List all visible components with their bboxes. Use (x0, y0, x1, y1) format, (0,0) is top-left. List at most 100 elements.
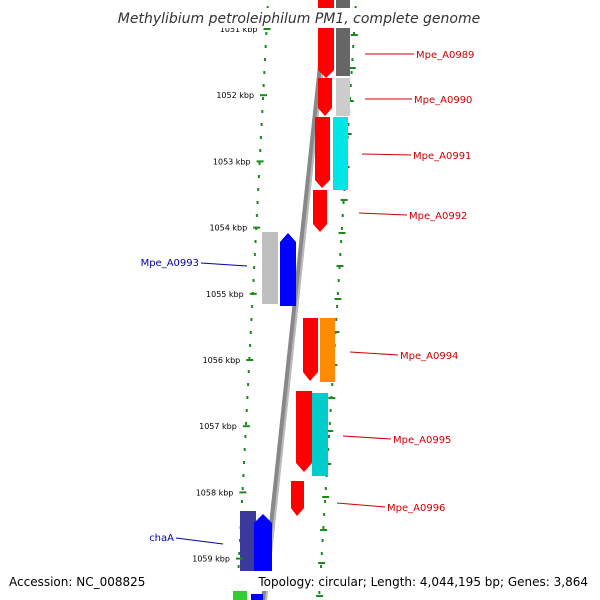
gene-arrow-mpe-a0992[interactable] (313, 190, 327, 232)
gene-label-mpe-a0993[interactable]: Mpe_A0993 (141, 258, 199, 269)
gene-arrow-mpe-a0990[interactable] (318, 78, 332, 116)
left-dotted-track-dot (257, 188, 260, 191)
gene-label-mpe-a0992[interactable]: Mpe_A0992 (409, 211, 467, 222)
footer-backing (5, 571, 595, 591)
gene-label-mpe-a0996[interactable]: Mpe_A0996 (387, 503, 445, 514)
right-dotted-track-dot (322, 526, 325, 529)
gene-block-blue-bottom[interactable] (251, 594, 263, 600)
right-dotted-track-dot (328, 422, 331, 425)
left-dotted-track-dot (238, 552, 241, 555)
right-dotted-track-dot (321, 539, 324, 542)
right-dotted-track-dot (340, 227, 343, 230)
kbp-scale: 1051 kbp 1052 kbp 1053 kbp 1054 kbp 1055 kbp… (192, 25, 271, 564)
left-dotted-track-dot (253, 266, 256, 269)
left-dotted-track-dot (259, 136, 262, 139)
right-dotted-track-dot (336, 292, 339, 295)
gene-block-mpe-a0991-cyan[interactable] (333, 117, 348, 190)
left-dotted-track-dot (263, 58, 266, 61)
left-dotted-track-dot (242, 474, 245, 477)
left-dotted-track-dot (243, 461, 246, 464)
right-dotted-track-dot (329, 409, 332, 412)
left-dotted-track-dot (252, 279, 255, 282)
right-dotted-track-dot (353, 32, 356, 35)
gene-block-chaa-navy[interactable] (240, 511, 256, 587)
kbp-label: 1051 kbp (220, 25, 258, 34)
left-dotted-track-dot (265, 32, 268, 35)
right-dotted-track-dot (349, 84, 352, 87)
right-dotted-track-dot (350, 71, 353, 74)
gene-block-mpe-a0994-orange[interactable] (320, 318, 335, 382)
right-dotted-track-dot (336, 305, 339, 308)
left-dotted-track-dot (263, 71, 266, 74)
right-dotted-track-dot (335, 318, 338, 321)
left-dotted-track-dot (249, 344, 252, 347)
gene-features (233, 0, 350, 600)
gene-block-mpe-a0995-cyan[interactable] (312, 393, 328, 476)
leader-line-mpe-a0992 (358, 212, 408, 216)
leader-line-mpe-a0994 (349, 351, 399, 356)
left-dotted-track-dot (262, 84, 265, 87)
left-dotted-track-dot (261, 97, 264, 100)
left-dotted-track-dot (264, 45, 267, 48)
right-dotted-track-dot (320, 552, 323, 555)
leader-line-mpe-a0993 (200, 262, 248, 267)
accession-text: Accession: NC_008825 (9, 575, 145, 589)
left-dotted-track-dot (238, 539, 241, 542)
right-dotted-track-dot (318, 591, 321, 594)
gene-label-mpe-a0995[interactable]: Mpe_A0995 (393, 435, 451, 446)
left-dotted-track-dot (255, 214, 258, 217)
right-dotted-track-dot (352, 45, 355, 48)
gene-label-mpe-a0989[interactable]: Mpe_A0989 (416, 50, 474, 61)
gene-arrow-mpe-a0996[interactable] (291, 481, 304, 516)
right-dotted-track-dot (338, 266, 341, 269)
right-dotted-track-dot (319, 565, 322, 568)
left-dotted-track-dot (241, 500, 243, 503)
kbp-label: 1054 kbp (209, 224, 247, 233)
left-dotted-track-dot (251, 305, 254, 308)
right-dotted-track-dot (340, 240, 343, 243)
gene-block-green[interactable] (233, 590, 247, 600)
left-dotted-track-dot (259, 149, 262, 152)
right-dotted-track-dot (354, 6, 357, 9)
gene-arrow-mpe-a0994[interactable] (303, 318, 318, 381)
map-title: Methylibium petroleiphilum PM1, complete… (118, 11, 480, 27)
left-dotted-track-dot (241, 487, 244, 490)
gene-label-mpe-a0991[interactable]: Mpe_A0991 (413, 151, 471, 162)
right-dotted-track-dot (339, 253, 342, 256)
kbp-label: 1058 kbp (196, 488, 234, 497)
gene-block-mpe-a0993-grey[interactable] (262, 232, 278, 304)
gene-label-chaa[interactable]: chaA (149, 533, 174, 544)
kbp-label: 1055 kbp (206, 290, 244, 299)
leader-line-mpe-a0991 (361, 153, 412, 156)
right-dotted-track-dot (337, 279, 340, 282)
left-dotted-track-dot (256, 201, 259, 204)
left-dotted-track-dot (244, 435, 247, 438)
gene-block-mpe-a0990-grey[interactable] (336, 78, 350, 116)
right-dotted-track-dot (341, 214, 344, 217)
gene-label-mpe-a0994[interactable]: Mpe_A0994 (400, 351, 458, 362)
left-dotted-track-dot (237, 565, 240, 568)
left-dotted-track-dot (250, 318, 253, 321)
right-dotted-track-dot (351, 58, 354, 61)
gene-arrow-mpe-a0991[interactable] (315, 117, 330, 188)
kbp-label: 1056 kbp (203, 356, 241, 365)
left-dotted-track-dot (248, 357, 251, 360)
title-backing (118, 8, 480, 28)
left-dotted-track-dot (258, 162, 261, 165)
left-dotted-track-dot (254, 240, 257, 243)
gene-label-mpe-a0990[interactable]: Mpe_A0990 (414, 95, 472, 106)
leader-line-chaa (175, 537, 224, 545)
right-dotted-track-dot (327, 448, 330, 451)
kbp-label: 1053 kbp (213, 157, 251, 166)
gene-arrow-mpe-a0995[interactable] (296, 391, 312, 472)
left-dotted-track-dot (245, 422, 248, 425)
left-dotted-track-dot (246, 396, 249, 399)
left-dotted-track-dot (247, 370, 250, 373)
leader-line-mpe-a0995 (342, 435, 392, 440)
right-dotted-track-dot (324, 487, 327, 490)
left-dotted-track-dot (253, 253, 256, 256)
kbp-label: 1052 kbp (216, 91, 254, 100)
left-dotted-track-dot (261, 110, 264, 113)
left-dotted-track-dot (247, 383, 250, 386)
gene-arrow-mpe-a0993[interactable] (280, 233, 296, 306)
